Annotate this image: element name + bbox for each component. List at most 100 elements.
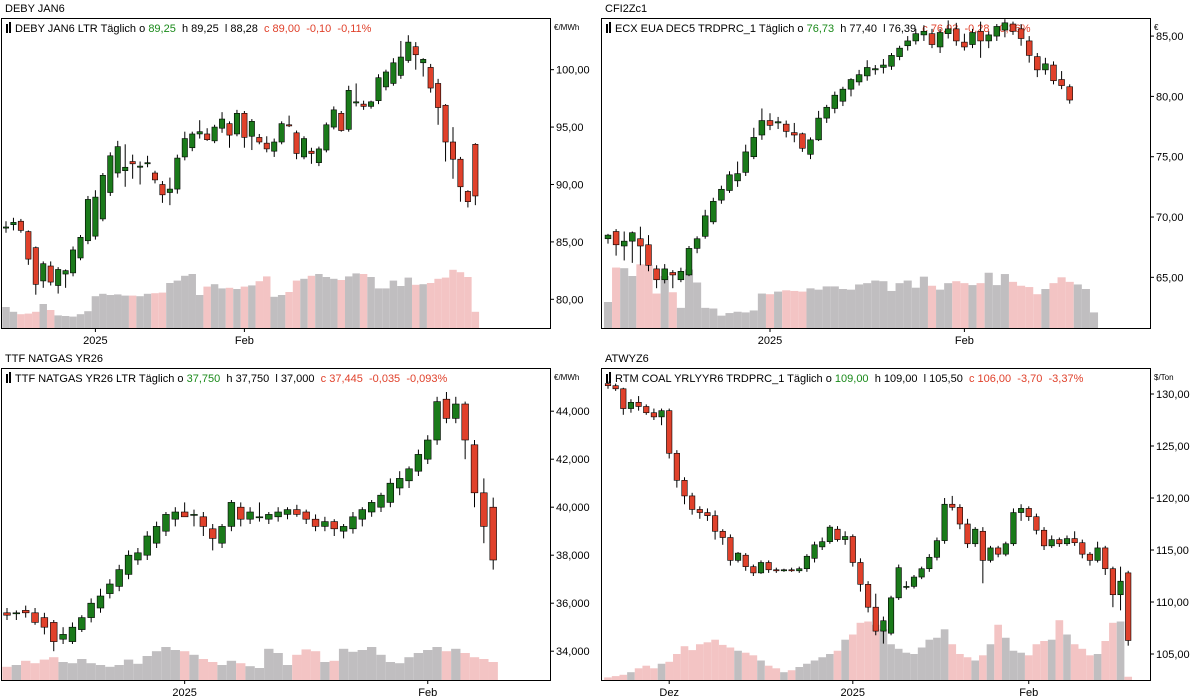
candle-body[interactable] bbox=[677, 271, 685, 281]
candle-body[interactable] bbox=[1042, 63, 1049, 71]
candle-body[interactable] bbox=[405, 468, 413, 482]
candle-body[interactable] bbox=[863, 67, 871, 77]
candle-body[interactable] bbox=[96, 595, 105, 609]
candle-body[interactable] bbox=[872, 606, 879, 632]
candle-body[interactable] bbox=[979, 530, 986, 561]
candle-body[interactable] bbox=[993, 26, 1001, 37]
candle-body[interactable] bbox=[727, 537, 734, 561]
candle-body[interactable] bbox=[650, 412, 657, 418]
candle-body[interactable] bbox=[283, 509, 292, 515]
candle-body[interactable] bbox=[137, 165, 144, 168]
candle-body[interactable] bbox=[920, 30, 928, 36]
candle-body[interactable] bbox=[442, 104, 449, 143]
candle-body[interactable] bbox=[159, 184, 166, 196]
candle-body[interactable] bbox=[382, 71, 389, 88]
candle-body[interactable] bbox=[928, 33, 936, 45]
candle-body[interactable] bbox=[464, 191, 471, 203]
candle-body[interactable] bbox=[55, 269, 62, 286]
candle-body[interactable] bbox=[910, 576, 918, 587]
candle-body[interactable] bbox=[452, 403, 460, 419]
candle-body[interactable] bbox=[903, 586, 910, 588]
candle-body[interactable] bbox=[302, 511, 310, 520]
candle-body[interactable] bbox=[673, 452, 680, 481]
candle-body[interactable] bbox=[196, 131, 203, 135]
candle-body[interactable] bbox=[152, 172, 158, 181]
candle-body[interactable] bbox=[896, 47, 903, 57]
candle-body[interactable] bbox=[1117, 580, 1124, 596]
candle-body[interactable] bbox=[956, 507, 963, 525]
candle-body[interactable] bbox=[397, 56, 404, 76]
candle-body[interactable] bbox=[420, 59, 427, 64]
candle-body[interactable] bbox=[166, 188, 173, 193]
candle-body[interactable] bbox=[84, 199, 91, 242]
candle-body[interactable] bbox=[701, 215, 709, 237]
candle-body[interactable] bbox=[246, 511, 254, 520]
candle-body[interactable] bbox=[757, 562, 765, 574]
candle-body[interactable] bbox=[1102, 547, 1109, 570]
candle-body[interactable] bbox=[1094, 547, 1101, 561]
candle-body[interactable] bbox=[734, 173, 741, 182]
candle-body[interactable] bbox=[461, 403, 469, 441]
candle-body[interactable] bbox=[1079, 542, 1086, 555]
candle-body[interactable] bbox=[204, 133, 211, 141]
candle-body[interactable] bbox=[480, 492, 488, 527]
candle-body[interactable] bbox=[255, 516, 264, 519]
candle-body[interactable] bbox=[791, 132, 798, 136]
candle-body[interactable] bbox=[658, 410, 665, 418]
candle-body[interactable] bbox=[390, 62, 397, 84]
candle-body[interactable] bbox=[1066, 86, 1073, 101]
candle-body[interactable] bbox=[360, 103, 367, 107]
candle-body[interactable] bbox=[734, 552, 742, 561]
candle-body[interactable] bbox=[414, 454, 423, 472]
candle-body[interactable] bbox=[612, 231, 620, 246]
candle-body[interactable] bbox=[3, 226, 9, 229]
candle-body[interactable] bbox=[645, 244, 652, 266]
candle-body[interactable] bbox=[637, 238, 644, 247]
candle-body[interactable] bbox=[143, 535, 151, 556]
candle-body[interactable] bbox=[405, 41, 412, 61]
candle-body[interactable] bbox=[826, 526, 833, 542]
candle-body[interactable] bbox=[969, 32, 976, 45]
candle-body[interactable] bbox=[985, 34, 992, 42]
candle-body[interactable] bbox=[22, 610, 30, 614]
candle-body[interactable] bbox=[666, 410, 673, 454]
candle-body[interactable] bbox=[807, 139, 814, 155]
candle-body[interactable] bbox=[106, 583, 114, 594]
candle-body[interactable] bbox=[944, 28, 952, 34]
candle-body[interactable] bbox=[349, 516, 357, 530]
candle-body[interactable] bbox=[604, 383, 612, 386]
candle-body[interactable] bbox=[774, 121, 782, 124]
candle-body[interactable] bbox=[25, 231, 32, 260]
candle-body[interactable] bbox=[32, 247, 39, 285]
candle-body[interactable] bbox=[237, 506, 245, 520]
candle-body[interactable] bbox=[847, 79, 855, 90]
candle-body[interactable] bbox=[31, 612, 39, 623]
candle-body[interactable] bbox=[803, 555, 810, 570]
candle-body[interactable] bbox=[308, 150, 315, 154]
candle-body[interactable] bbox=[134, 552, 142, 561]
candle-body[interactable] bbox=[40, 617, 49, 628]
candle-body[interactable] bbox=[330, 521, 338, 530]
candle-body[interactable] bbox=[704, 512, 711, 516]
candle-body[interactable] bbox=[941, 503, 948, 541]
candle-body[interactable] bbox=[839, 88, 847, 102]
candle-body[interactable] bbox=[696, 509, 703, 513]
candle-body[interactable] bbox=[765, 562, 772, 571]
candle-body[interactable] bbox=[375, 77, 382, 101]
candle-body[interactable] bbox=[1018, 508, 1025, 513]
candle-body[interactable] bbox=[274, 511, 282, 518]
candle-body[interactable] bbox=[78, 617, 86, 630]
candle-body[interactable] bbox=[831, 94, 839, 109]
candle-body[interactable] bbox=[681, 480, 688, 497]
candle-body[interactable] bbox=[99, 174, 106, 220]
candle-body[interactable] bbox=[62, 270, 69, 275]
candle-body[interactable] bbox=[293, 132, 300, 154]
candle-body[interactable] bbox=[912, 33, 920, 42]
candle-body[interactable] bbox=[181, 138, 188, 158]
candle-body[interactable] bbox=[1058, 79, 1065, 86]
candle-body[interactable] bbox=[710, 201, 717, 223]
candle-body[interactable] bbox=[241, 112, 248, 138]
candle-body[interactable] bbox=[263, 142, 270, 150]
candle-body[interactable] bbox=[842, 536, 849, 540]
candle-body[interactable] bbox=[1034, 56, 1041, 71]
